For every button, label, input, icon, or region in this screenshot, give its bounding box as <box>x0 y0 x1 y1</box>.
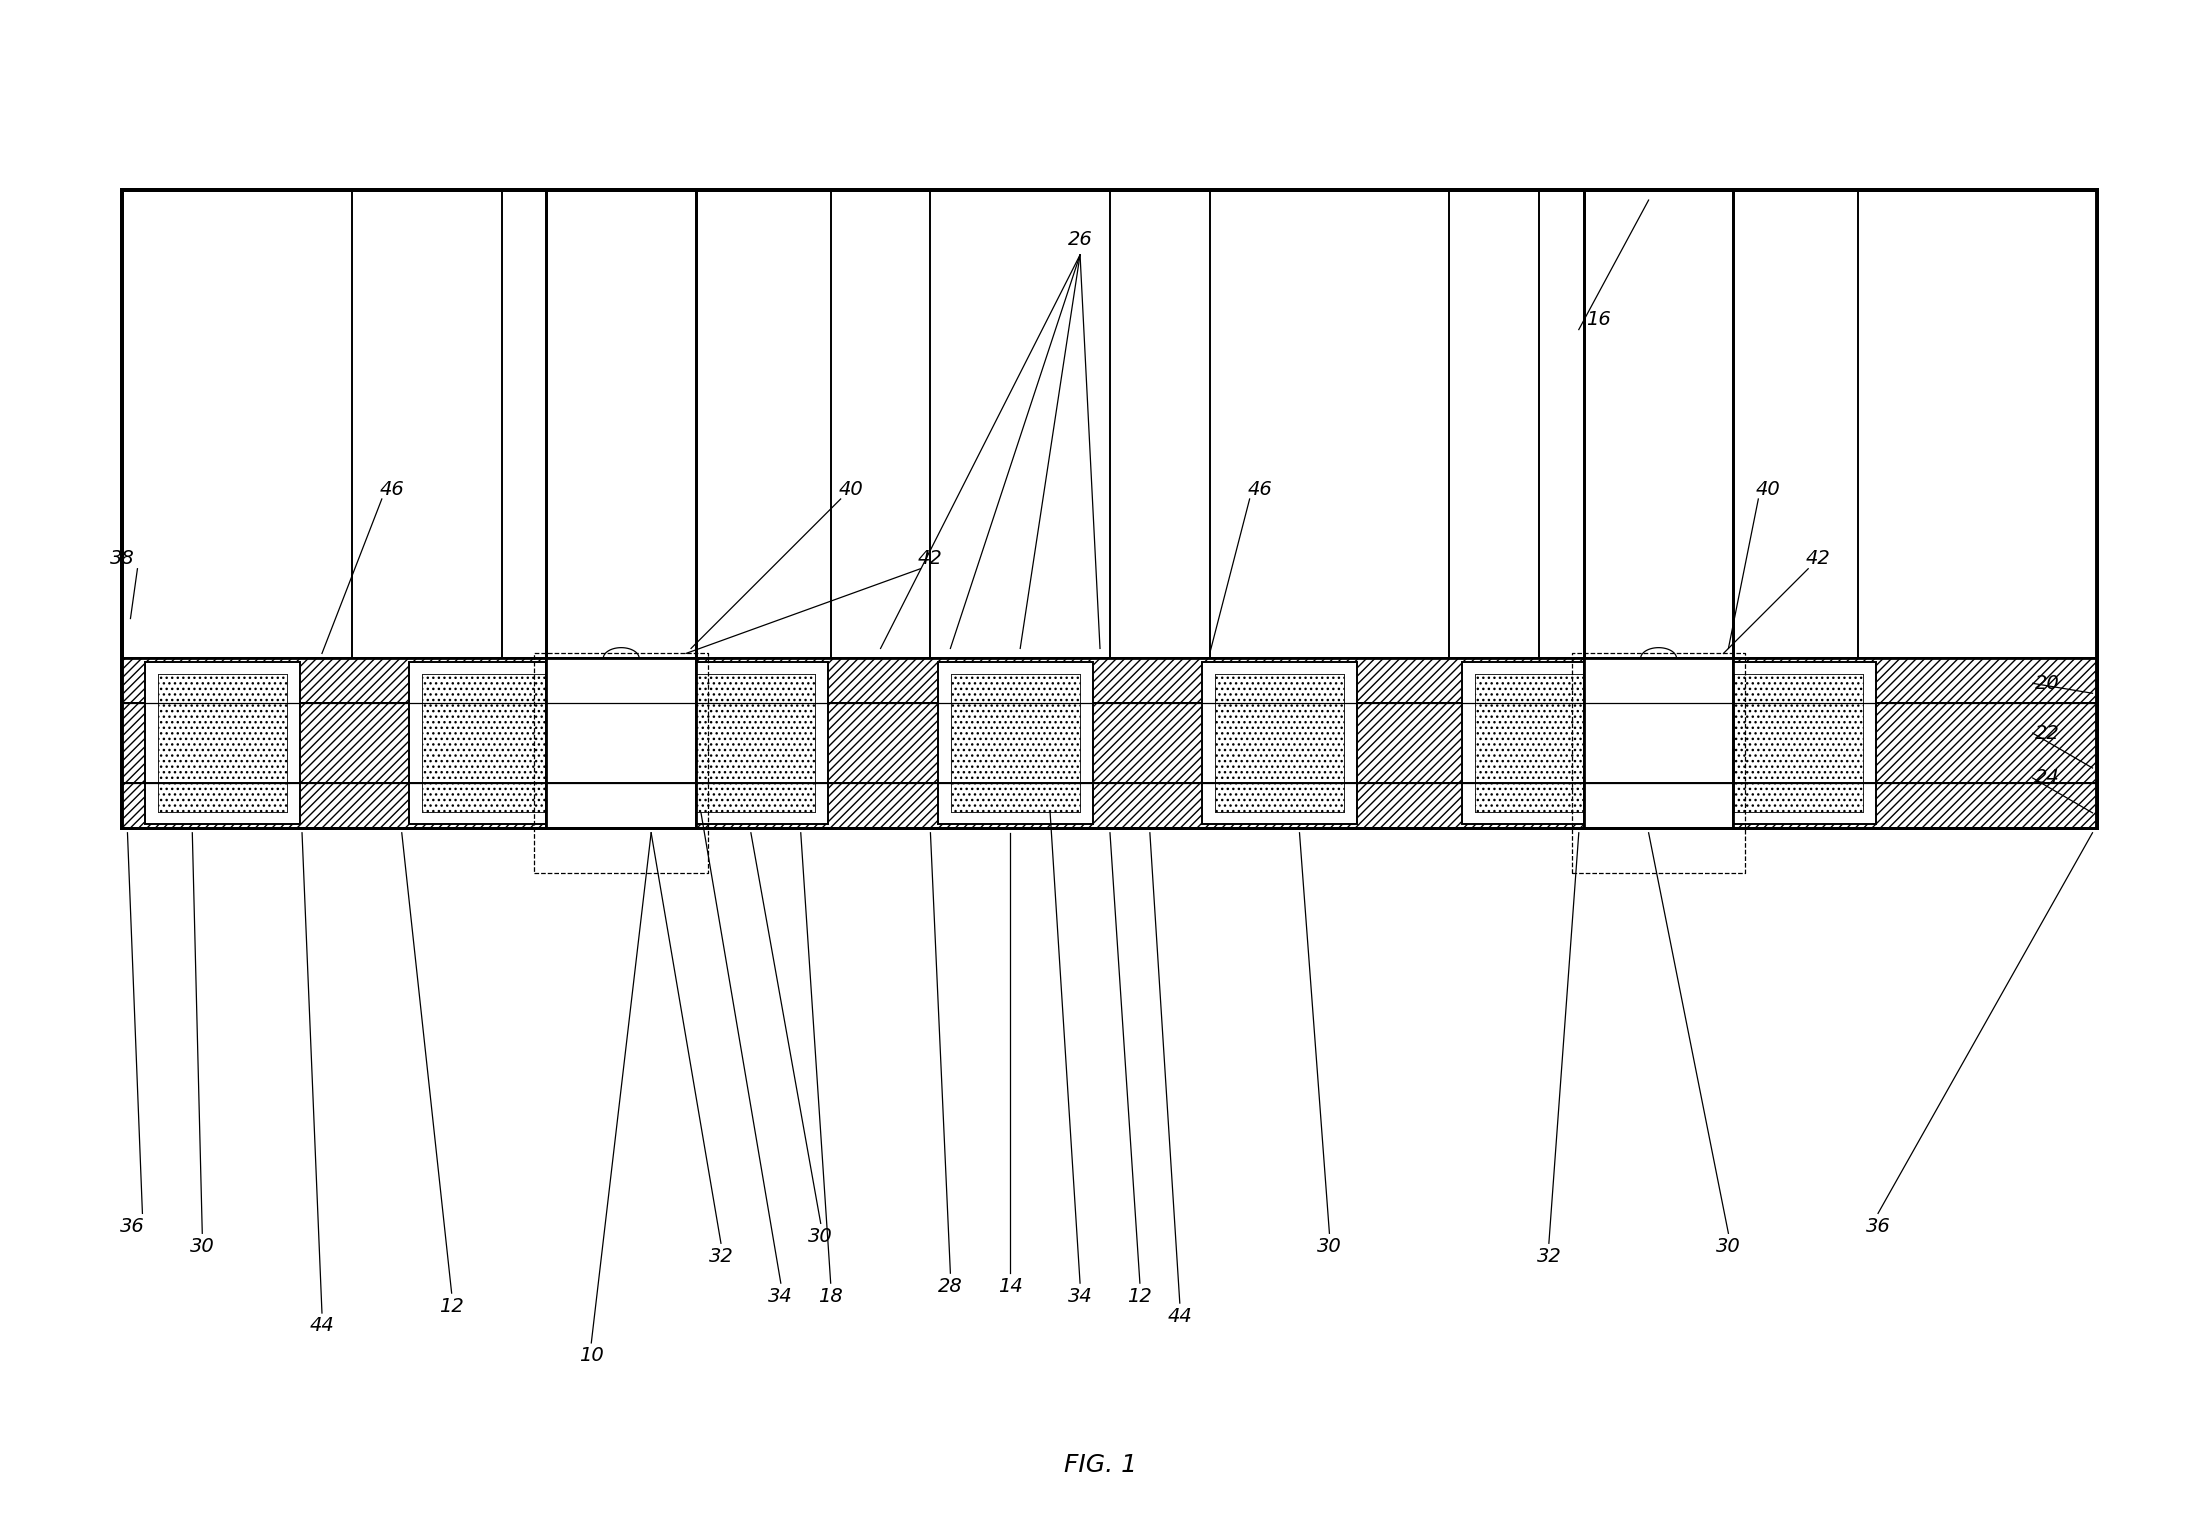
Polygon shape <box>410 663 564 824</box>
Text: 34: 34 <box>768 1287 793 1306</box>
Polygon shape <box>951 674 1079 812</box>
Polygon shape <box>1733 674 1863 812</box>
Text: 16: 16 <box>1585 311 1612 329</box>
Polygon shape <box>1722 663 1876 824</box>
Polygon shape <box>1462 663 1616 824</box>
Text: 36: 36 <box>121 1217 145 1237</box>
Text: 42: 42 <box>918 549 942 568</box>
Polygon shape <box>546 658 696 827</box>
Polygon shape <box>423 674 550 812</box>
Polygon shape <box>1475 674 1603 812</box>
Polygon shape <box>938 663 1092 824</box>
Polygon shape <box>123 191 2099 658</box>
Text: 38: 38 <box>110 549 134 568</box>
Polygon shape <box>687 674 815 812</box>
Text: 34: 34 <box>1068 1287 1092 1306</box>
Text: 12: 12 <box>1127 1287 1152 1306</box>
Text: 28: 28 <box>938 1277 962 1295</box>
Text: 20: 20 <box>2035 674 2061 692</box>
Polygon shape <box>674 663 828 824</box>
Text: 14: 14 <box>998 1277 1022 1295</box>
Text: 22: 22 <box>2035 724 2061 743</box>
Polygon shape <box>687 674 815 812</box>
Polygon shape <box>1216 674 1343 812</box>
Text: 10: 10 <box>579 1346 603 1366</box>
Polygon shape <box>123 658 2099 703</box>
Text: 40: 40 <box>1755 480 1781 498</box>
Polygon shape <box>123 703 2099 783</box>
Polygon shape <box>1583 658 1733 827</box>
Polygon shape <box>159 674 286 812</box>
Text: 32: 32 <box>709 1247 733 1266</box>
Polygon shape <box>1475 674 1603 812</box>
Polygon shape <box>1216 674 1343 812</box>
Polygon shape <box>1733 674 1863 812</box>
Polygon shape <box>1202 663 1356 824</box>
Text: 30: 30 <box>189 1237 214 1255</box>
Text: 30: 30 <box>1317 1237 1341 1255</box>
Text: 44: 44 <box>1167 1306 1191 1326</box>
Text: 36: 36 <box>1865 1217 1889 1237</box>
Text: 40: 40 <box>839 480 863 498</box>
Text: 42: 42 <box>1806 549 1830 568</box>
Text: 30: 30 <box>1715 1237 1742 1255</box>
Text: 30: 30 <box>808 1227 832 1246</box>
Polygon shape <box>145 663 299 824</box>
Text: 12: 12 <box>438 1297 465 1315</box>
Text: 24: 24 <box>2035 769 2061 787</box>
Text: 32: 32 <box>1537 1247 1561 1266</box>
Text: 44: 44 <box>310 1317 335 1335</box>
Polygon shape <box>123 191 2099 827</box>
Text: 46: 46 <box>379 480 405 498</box>
Polygon shape <box>123 783 2099 827</box>
Text: FIG. 1: FIG. 1 <box>1064 1453 1136 1478</box>
Polygon shape <box>423 674 550 812</box>
Text: 18: 18 <box>819 1287 843 1306</box>
Text: 26: 26 <box>1068 231 1092 249</box>
Text: 46: 46 <box>1246 480 1273 498</box>
Polygon shape <box>159 674 286 812</box>
Polygon shape <box>951 674 1079 812</box>
